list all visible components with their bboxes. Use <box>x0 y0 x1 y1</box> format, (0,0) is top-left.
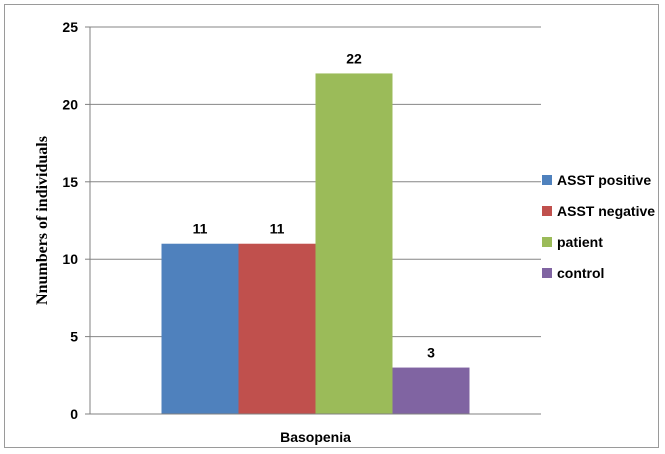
bars <box>161 73 470 414</box>
data-labels: 11 11 22 3 <box>193 50 436 360</box>
legend-swatch <box>542 268 552 278</box>
y-tick-label: 25 <box>62 19 78 35</box>
legend-label: ASST negative <box>557 203 655 219</box>
legend-label: patient <box>557 234 603 250</box>
y-tick-label: 20 <box>62 96 78 112</box>
legend-swatch <box>542 175 552 185</box>
chart-frame: 0 5 10 15 20 25 11 11 22 3 Nnumbers of individua… <box>4 4 659 448</box>
x-category-label: Basopenia <box>280 429 351 445</box>
bar-chart: 0 5 10 15 20 25 11 11 22 3 Nnumbers of individua… <box>34 19 655 445</box>
y-tick-label: 5 <box>70 329 78 345</box>
bar-asst-positive <box>161 243 239 414</box>
data-label: 11 <box>270 221 285 237</box>
data-label: 22 <box>346 50 362 66</box>
data-label: 3 <box>427 345 435 361</box>
bar-asst-negative <box>238 243 316 414</box>
legend-label: control <box>557 265 604 281</box>
y-tick-label: 15 <box>62 174 78 190</box>
y-tick-label: 10 <box>62 251 78 267</box>
legend: ASST positive ASST negative patient control <box>542 172 655 281</box>
legend-swatch <box>542 237 552 247</box>
bar-control <box>392 367 470 414</box>
y-axis-ticks: 0 5 10 15 20 25 <box>62 19 90 422</box>
bar-patient <box>315 73 393 414</box>
legend-swatch <box>542 206 552 216</box>
y-tick-label: 0 <box>70 406 78 422</box>
y-axis-label: Nnumbers of individuals <box>34 136 51 305</box>
legend-label: ASST positive <box>557 172 651 188</box>
data-label: 11 <box>193 221 208 237</box>
